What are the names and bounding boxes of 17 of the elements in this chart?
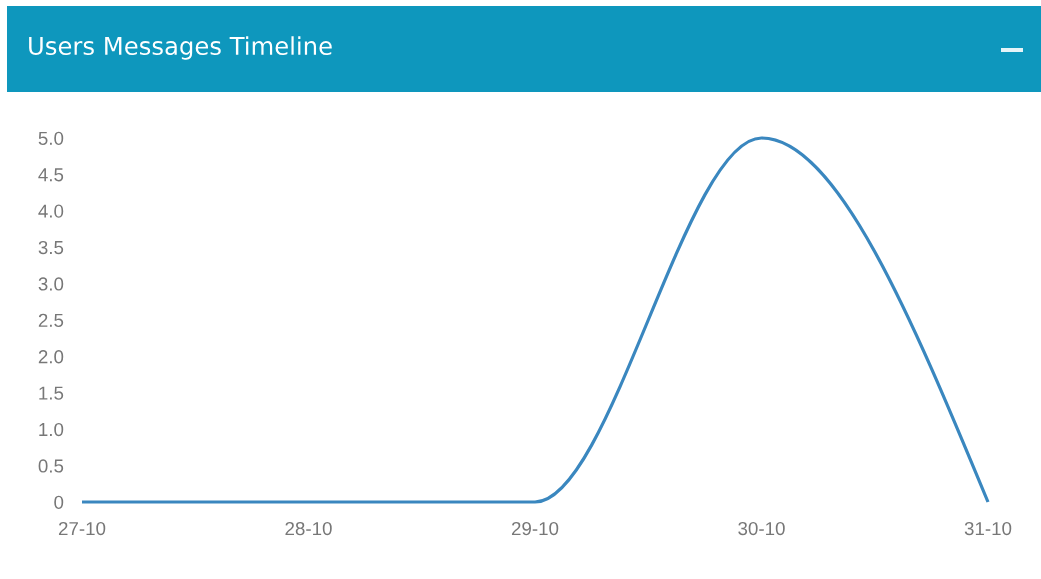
y-tick-label: 2.0 (38, 350, 64, 364)
y-tick-label: 5.0 (38, 131, 64, 145)
y-tick-label: 4.0 (38, 204, 64, 218)
y-tick-label: 2.5 (38, 313, 64, 327)
chart-title: Users Messages Timeline (29, 36, 332, 60)
x-tick-label: 30-10 (738, 521, 785, 536)
x-tick-label: 27-10 (58, 521, 106, 536)
y-tick-label: 0.5 (38, 459, 64, 473)
y-tick-label: 3.5 (38, 240, 64, 255)
y-tick-label: 1.0 (39, 422, 64, 437)
x-tick-label: 29-10 (511, 521, 559, 536)
y-tick-label: 3.0 (38, 277, 64, 291)
x-tick-label: 31-10 (964, 521, 1012, 536)
y-tick-label: 4.5 (38, 168, 64, 182)
x-tick-label: 28-10 (285, 521, 332, 536)
y-tick-label: 0 (54, 495, 64, 509)
y-tick-label: 1.5 (39, 386, 64, 400)
